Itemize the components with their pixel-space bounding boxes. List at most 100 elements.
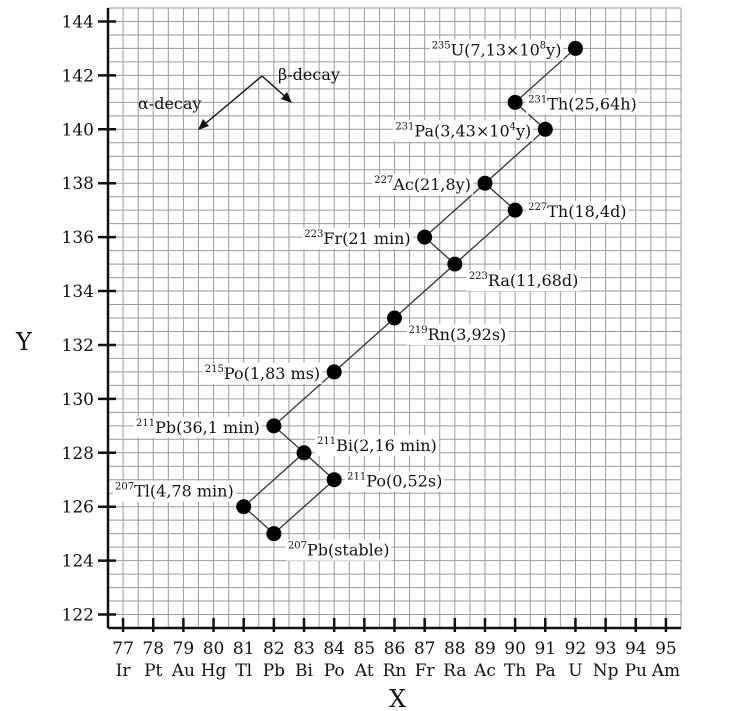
isotope-label-bg: [526, 201, 629, 223]
y-tick-label: 144: [62, 12, 94, 32]
x-tick-label: 78: [142, 639, 164, 659]
x-tick-label: 91: [534, 639, 556, 659]
x-tick-label: 87: [414, 639, 436, 659]
x-tick-label: 85: [354, 639, 376, 659]
alpha-arrowhead: [198, 119, 209, 130]
y-tick-label: 122: [62, 606, 94, 626]
x-tick-element-label: Bi: [295, 661, 313, 681]
decay-link: [243, 452, 305, 508]
decay-link: [333, 317, 395, 373]
isotope-point-ra223: [447, 256, 463, 272]
x-tick-element-label: Hg: [201, 661, 227, 681]
y-tick-label: 140: [62, 120, 94, 140]
isotope-point-pb207: [266, 526, 282, 542]
isotope-label-pb207: 207Pb(stable): [288, 541, 390, 560]
x-tick-element-label: Rn: [383, 661, 407, 681]
isotope-label-bg: [393, 120, 534, 142]
isotope-label-bg: [406, 324, 509, 345]
decay-link: [514, 47, 576, 103]
x-tick-label: 81: [233, 639, 255, 659]
x-tick-element-label: Ac: [473, 661, 496, 681]
isotope-label-bg: [526, 93, 639, 115]
x-tick-element-label: Pt: [144, 661, 162, 681]
decay-link: [424, 182, 486, 238]
alpha-decay-label: α-decay: [138, 94, 201, 113]
y-tick-label: 130: [62, 390, 94, 410]
isotope-points: [236, 40, 583, 542]
x-tick-label: 77: [112, 639, 134, 659]
x-tick-element-label: Th: [504, 661, 526, 681]
x-axis-title: X: [389, 685, 406, 711]
y-tick-label: 128: [62, 444, 94, 464]
x-tick-element-label: Pa: [535, 661, 556, 681]
x-tick-label: 83: [293, 639, 315, 659]
isotope-point-po215: [326, 364, 342, 380]
x-tick-label: 95: [655, 639, 677, 659]
isotope-label-po215: 215Po(1,83 ms): [205, 364, 320, 383]
isotope-label-fr223: 223Fr(21 min): [304, 229, 410, 248]
isotope-label-bg: [113, 480, 236, 502]
y-tick-label: 132: [62, 336, 94, 356]
isotope-point-th227: [507, 202, 523, 218]
y-tick-label: 124: [62, 552, 94, 572]
isotope-label-bg: [285, 539, 392, 561]
decay-link: [394, 263, 456, 319]
x-tick-label: 86: [384, 639, 406, 659]
isotope-label-bg: [429, 39, 564, 61]
isotope-label-bg: [315, 434, 439, 456]
x-tick-element-label: Pb: [263, 661, 285, 681]
decay-link: [484, 128, 546, 184]
x-tick-element-label: Np: [593, 661, 619, 681]
decay-link: [273, 371, 335, 427]
isotope-label-bg: [202, 362, 323, 384]
y-tick-label: 136: [62, 228, 94, 248]
x-tick-element-label: Ir: [116, 661, 132, 681]
isotope-label-po211: 211Po(0,52s): [347, 472, 442, 491]
isotope-labels: 235U(7,13×108y) 231Th(25,64h) 231Pa(3,43×1…: [113, 39, 639, 561]
isotope-label-bg: [372, 174, 473, 196]
x-tick-element-label: U: [568, 661, 582, 681]
isotope-label-ac227: 227Ac(21,8y): [374, 175, 471, 194]
isotope-point-ac227: [477, 175, 493, 191]
y-axis-title: Y: [15, 328, 33, 356]
decay-legend: α-decay β-decay: [138, 65, 340, 130]
isotope-point-bi211: [296, 445, 312, 461]
isotope-label-bg: [466, 270, 581, 292]
x-tick-element-label: Am: [651, 661, 680, 681]
beta-decay-label: β-decay: [278, 65, 340, 84]
y-tick-label: 142: [62, 66, 94, 86]
isotope-point-u235: [567, 40, 583, 56]
x-tick-element-label: Pu: [625, 661, 647, 681]
isotope-label-bg: [345, 470, 445, 492]
y-tick-label: 138: [62, 174, 94, 194]
x-tick-element-label: Fr: [415, 661, 436, 681]
decay-link: [454, 209, 516, 265]
isotope-point-rn219: [387, 310, 402, 326]
y-tick-label: 126: [62, 498, 94, 518]
isotope-label-u235: 235U(7,13×108y): [432, 40, 562, 59]
isotope-label-ra223: 223Ra(11,68d): [469, 271, 579, 290]
isotope-point-po211: [326, 472, 342, 488]
alpha-arrow: [199, 75, 263, 129]
isotope-point-tl207: [236, 499, 252, 515]
x-tick-label: 84: [323, 639, 345, 659]
isotope-label-tl207: 207Tl(4,78 min): [115, 482, 234, 501]
x-tick-label: 80: [203, 639, 225, 659]
x-tick-element-label: Tl: [235, 661, 252, 681]
x-tick-element-label: Ra: [443, 661, 466, 681]
x-tick-label: 88: [444, 639, 466, 659]
x-tick-label: 90: [504, 639, 526, 659]
isotope-label-bg: [302, 228, 413, 250]
isotope-label-th231: 231Th(25,64h): [528, 94, 637, 113]
isotope-point-pb211: [266, 418, 282, 434]
isotope-label-th227: 227Th(18,4d): [528, 202, 626, 221]
x-tick-element-label: At: [354, 661, 374, 681]
isotope-point-th231: [507, 94, 523, 110]
isotope-label-rn219: 219Rn(3,92s): [409, 325, 507, 344]
grid: [107, 7, 682, 629]
axes: 122 124 126 128 130 132 134 136 138 140 142 144 77Ir…: [62, 8, 681, 681]
x-tick-label: 92: [565, 639, 587, 659]
isotope-label-bg: [133, 416, 262, 438]
beta-arrowhead: [281, 92, 292, 103]
isotope-point-pa231: [537, 121, 553, 137]
